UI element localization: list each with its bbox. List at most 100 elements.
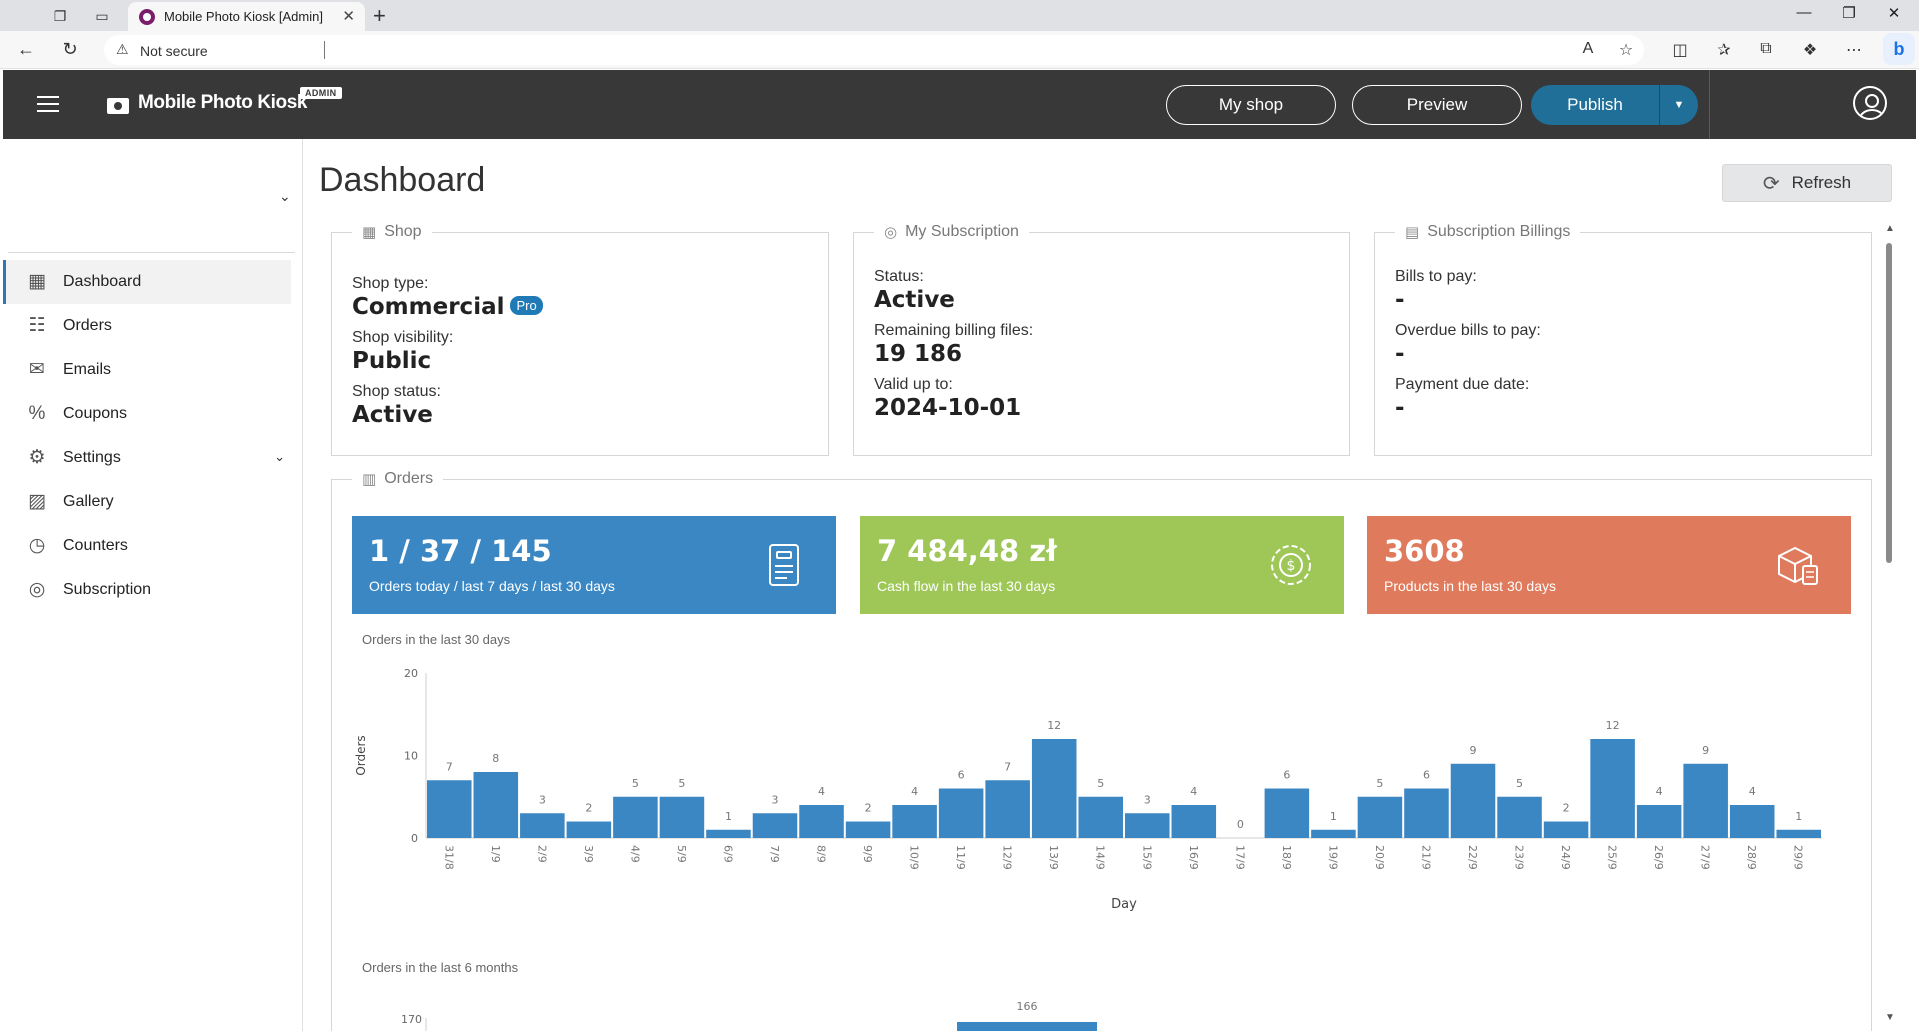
sidebar-item-subscription[interactable]: ◎ Subscription [3,568,291,612]
refresh-button[interactable]: ⟳ Refresh [1722,164,1892,202]
bar-value-label: 4 [911,785,918,798]
x-tick-label: 4/9 [628,845,641,863]
currency-symbol: $ [1287,558,1296,574]
sidebar-item-label: Coupons [63,405,128,422]
bar-value-label: 2 [865,802,872,815]
product-box-icon [1778,546,1818,585]
payment-due-value: - [1395,395,1405,421]
sidebar-item-dashboard[interactable]: ▦ Dashboard [3,260,291,304]
sidebar-item-emails[interactable]: ✉ Emails [3,348,291,392]
favorite-icon[interactable]: ☆ [1618,42,1634,59]
x-tick-label: 18/9 [1280,845,1293,870]
subscription-status-value: Active [874,287,955,313]
orders-6-months-chart: 170 166 [401,1000,1097,1031]
valid-until-value: 2024-10-01 [874,395,1022,421]
shop-status-value: Active [352,402,433,428]
my-shop-button[interactable]: My shop [1166,85,1336,125]
bar [1311,829,1356,838]
extensions-icon[interactable]: ❖ [1802,42,1818,59]
publish-dropdown-icon[interactable]: ▼ [1673,99,1685,111]
main-scrollbar[interactable]: ▲ ▼ [1882,223,1896,1023]
bar [938,788,984,838]
bar [1450,763,1496,838]
favorites-icon[interactable]: ✰ [1717,42,1731,59]
user-account-icon[interactable] [1853,86,1887,120]
main-content: Dashboard ⟳ Refresh ▦ Shop Shop type: Co… [304,139,1896,1031]
y-axis-label: Orders [354,735,368,775]
x-tick-label: 29/9 [1792,845,1805,870]
sidebar-item-counters[interactable]: ◷ Counters [3,524,291,568]
bar-value-label: 3 [772,793,779,806]
preview-button[interactable]: Preview [1352,85,1522,125]
sidebar-item-coupons[interactable]: % Coupons [3,392,291,436]
refresh-icon: ⟳ [1762,172,1780,195]
scroll-up-icon[interactable]: ▲ [1885,223,1895,234]
x-tick-label: 9/9 [861,845,874,863]
bar-value-label: 4 [1749,785,1756,798]
bar-value-label: 4 [1656,785,1663,798]
reload-icon[interactable]: ↻ [62,39,78,59]
minimize-icon[interactable]: — [1796,4,1812,21]
bills-to-pay-label: Bills to pay: [1395,268,1477,285]
scroll-down-icon[interactable]: ▼ [1885,1012,1895,1023]
bar-value-label: 5 [632,777,639,790]
bar [1264,788,1310,838]
sidebar-item-settings[interactable]: ⚙ Settings ⌄ [3,436,291,480]
sidebar-item-label: Orders [63,317,112,334]
sidebar-item-orders[interactable]: ☷ Orders [3,304,291,348]
url-field[interactable]: ⚠ Not secure [104,35,1644,65]
bar [1031,739,1077,838]
bar-value-label: 2 [585,802,592,815]
x-tick-label: 24/9 [1559,845,1572,870]
sidebar-item-label: Gallery [63,493,114,510]
more-icon[interactable]: ⋯ [1846,42,1862,59]
workspaces-icon[interactable]: ❐ [53,8,67,24]
split-screen-icon[interactable]: ◫ [1672,42,1688,59]
close-window-icon[interactable]: ✕ [1887,5,1901,22]
bar [1125,813,1170,838]
bar-value-label: 1 [1330,810,1337,823]
scroll-thumb[interactable] [1886,243,1892,563]
bar-value-label: 9 [1470,744,1477,757]
billing-files-value: 19 186 [874,341,963,367]
billing-files-label: Remaining billing files: [874,322,1034,339]
brand-logo[interactable]: Mobile Photo Kiosk [105,90,307,116]
bar-value-label: 0 [1237,818,1244,831]
bar-value-label: 6 [1283,769,1290,782]
shop-visibility-label: Shop visibility: [352,329,454,346]
bar [613,796,658,838]
x-tick-label: 16/9 [1187,845,1200,870]
collections-icon[interactable]: ⧉ [1760,40,1772,57]
close-tab-icon[interactable]: ✕ [342,8,355,25]
subscription-legend: ◎ My Subscription [874,223,1029,241]
x-tick-label: 5/9 [675,845,688,863]
menu-icon[interactable] [37,96,59,112]
bar-value-label: 7 [446,760,453,773]
publish-button[interactable]: Publish [1567,95,1623,114]
shop-legend-label: Shop [384,223,422,240]
shop-selector-chevron-icon[interactable]: ⌄ [279,188,291,204]
bar [799,805,844,838]
y-tick-label: 20 [404,667,418,680]
back-icon[interactable]: ← [17,39,35,59]
sidebar-item-label: Emails [63,361,112,378]
copilot-icon[interactable]: b [1883,33,1915,65]
browser-tab[interactable]: Mobile Photo Kiosk [Admin] ✕ [128,2,365,31]
subscription-legend-label: My Subscription [905,223,1019,240]
sidebar-item-gallery[interactable]: ▨ Gallery [3,480,291,524]
browser-address-bar: ← ↻ ⚠ Not secure A ☆ ◫ ✰ ⧉ ❖ ⋯ b [0,31,1919,69]
bar-value-label: 6 [958,769,965,782]
billings-legend-label: Subscription Billings [1427,223,1571,240]
read-aloud-icon[interactable]: A [1582,40,1594,57]
y-tick-label: 0 [411,832,418,845]
tab-actions-icon[interactable]: ▭ [95,8,109,24]
bar [1543,821,1589,838]
restore-icon[interactable]: ❐ [1842,5,1856,22]
refresh-label: Refresh [1791,173,1852,192]
new-tab-icon[interactable]: + [373,3,386,28]
app-header: Mobile Photo Kiosk ADMIN My shop Preview… [3,70,1916,139]
dashboard-icon: ▦ [28,271,46,292]
orders-panel: ▥ Orders 1 / 37 / 145 Orders today / las… [331,470,1872,1031]
bar-value-label: 9 [1702,744,1709,757]
cash-cycle-icon: $ [1271,545,1311,585]
